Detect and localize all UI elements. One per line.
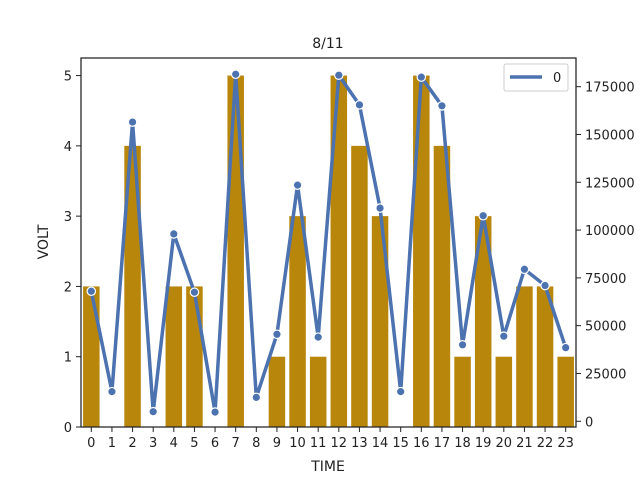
x-tick-label: 9 — [273, 436, 281, 451]
bar-19 — [474, 216, 492, 427]
series-point-9 — [272, 329, 282, 340]
x-tick-label: 2 — [128, 436, 136, 451]
x-tick-label: 3 — [149, 436, 157, 451]
bar-23 — [557, 356, 574, 427]
series-point-7 — [230, 69, 241, 80]
series-point-14 — [375, 203, 385, 213]
y2-tick-label: 175000 — [585, 81, 635, 96]
y-axis-label: VOLT — [36, 224, 52, 259]
line-series-layer — [86, 69, 571, 417]
series-point-6 — [210, 407, 220, 417]
y2-tick-label: 0 — [585, 415, 593, 430]
x-tick-label: 11 — [310, 436, 327, 451]
x-tick-label: 21 — [516, 436, 533, 451]
y-tick-label: 3 — [64, 210, 72, 225]
x-tick-label: 6 — [211, 436, 219, 451]
series-point-4 — [169, 229, 179, 239]
legend: 0 — [503, 63, 569, 92]
series-point-21 — [519, 264, 530, 275]
bar-10 — [289, 216, 306, 427]
x-tick-label: 10 — [289, 436, 306, 451]
series-point-20 — [499, 331, 509, 341]
bar-20 — [495, 356, 513, 427]
series-point-11 — [313, 332, 323, 342]
bar-0 — [83, 286, 100, 427]
x-tick-label: 7 — [232, 436, 240, 451]
x-tick-label: 4 — [170, 436, 178, 451]
bars-layer — [83, 75, 574, 428]
x-tick-label: 12 — [331, 436, 348, 451]
x-tick-label: 14 — [372, 436, 389, 451]
series-point-17 — [437, 101, 447, 111]
x-tick-label: 16 — [413, 436, 430, 451]
bar-22 — [536, 286, 554, 427]
y2-tick-label: 125000 — [585, 176, 635, 191]
series-line-0 — [89, 72, 568, 414]
series-point-3 — [148, 406, 158, 417]
y2-tick-label: 50000 — [585, 320, 626, 335]
series-point-2 — [127, 117, 138, 127]
y2-tick-label: 75000 — [585, 272, 626, 287]
series-point-23 — [560, 342, 571, 353]
y-tick-label: 1 — [64, 351, 72, 366]
chart-title: 8/11 — [312, 36, 343, 52]
y2-tick-label: 100000 — [585, 224, 635, 239]
bar-16 — [413, 75, 430, 427]
x-axis-label: TIME — [310, 459, 345, 475]
x-tick-label: 5 — [190, 436, 198, 451]
series-point-15 — [395, 386, 406, 397]
series-point-8 — [251, 392, 262, 403]
bar-17 — [433, 145, 451, 428]
bar-4 — [165, 286, 183, 427]
series-point-10 — [292, 180, 303, 190]
y2-tick-label: 25000 — [585, 367, 626, 382]
bar-14 — [371, 216, 389, 427]
series-point-18 — [457, 339, 468, 350]
x-tick-label: 20 — [496, 436, 513, 451]
x-tick-label: 17 — [434, 436, 451, 451]
series-point-12 — [334, 70, 344, 81]
bar-11 — [309, 356, 327, 427]
ticks-layer: 0 1 2 3 4 5 6 7 8 9 10 11 12 13 14 15 16 17 18 19 20 21 22 2301… — [64, 70, 635, 451]
series-point-16 — [416, 72, 427, 82]
bar-9 — [268, 356, 286, 427]
x-tick-label: 1 — [108, 436, 116, 451]
legend-label: 0 — [553, 71, 561, 86]
bar-21 — [516, 286, 533, 427]
x-tick-label: 23 — [557, 436, 574, 451]
x-tick-label: 22 — [537, 436, 554, 451]
bar-13 — [351, 145, 368, 428]
x-tick-label: 15 — [392, 436, 409, 451]
bar-12 — [330, 75, 348, 427]
x-tick-label: 18 — [454, 436, 471, 451]
x-tick-label: 8 — [252, 436, 260, 451]
bar-2 — [124, 145, 141, 428]
series-point-5 — [189, 287, 200, 298]
x-tick-label: 19 — [475, 436, 492, 451]
y2-tick-label: 150000 — [585, 128, 635, 143]
axes-layer — [80, 57, 577, 428]
plot-frame — [80, 57, 577, 428]
series-point-22 — [540, 280, 550, 291]
series-point-19 — [478, 210, 488, 221]
y-tick-label: 4 — [64, 140, 72, 155]
y-tick-label: 5 — [64, 70, 72, 85]
x-tick-label: 13 — [351, 436, 368, 451]
x-tick-label: 0 — [87, 436, 95, 451]
bar-18 — [454, 356, 471, 427]
bar-5 — [186, 286, 203, 427]
bar-7 — [227, 75, 244, 427]
series-point-0 — [86, 286, 97, 297]
y-tick-label: 2 — [64, 280, 72, 295]
series-point-13 — [354, 100, 365, 110]
y-tick-label: 0 — [64, 421, 72, 436]
series-point-1 — [107, 386, 117, 397]
